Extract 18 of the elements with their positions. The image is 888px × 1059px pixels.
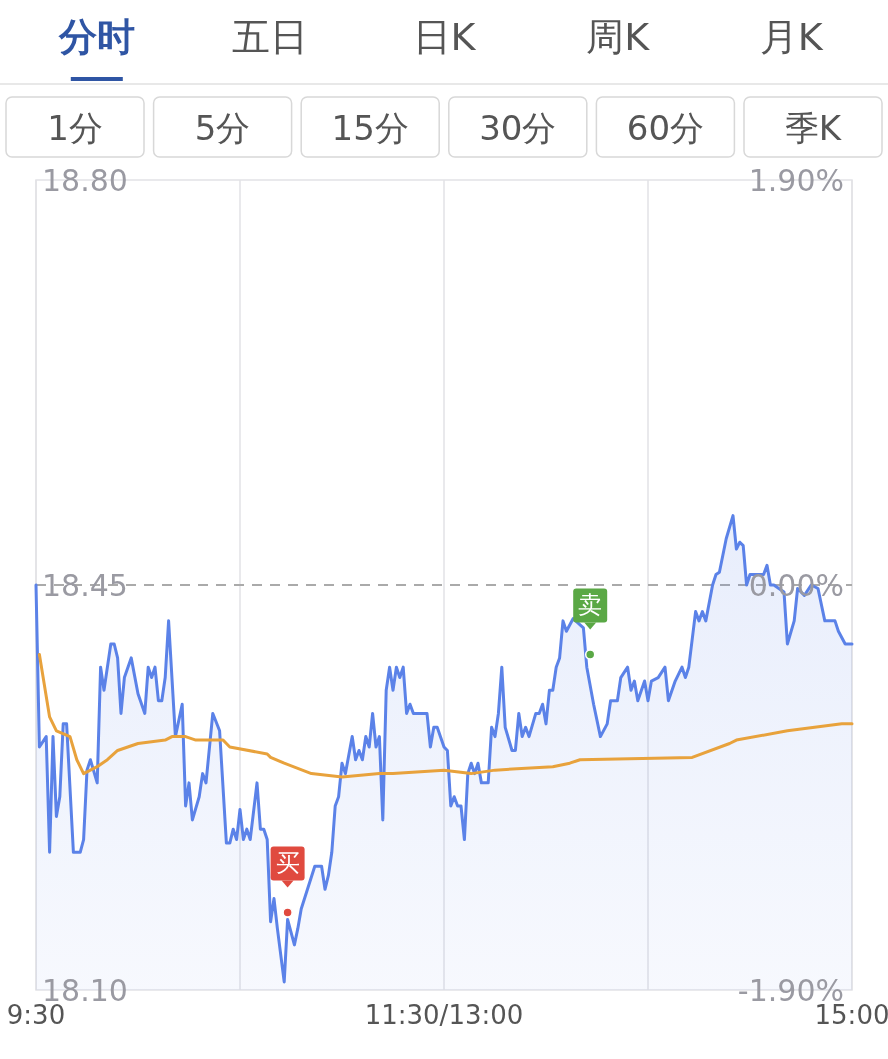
y2-tick-label: 1.90% (748, 162, 844, 198)
data-label: 买 (275, 849, 300, 878)
text: 五日 (232, 15, 309, 59)
text: 30分 (479, 108, 557, 148)
text: 季K (784, 108, 843, 148)
text: 15分 (331, 108, 409, 148)
text: 60分 (626, 108, 705, 148)
text: 分时 (57, 15, 135, 59)
x-tick-label: 11:30/13:00 (364, 1000, 524, 1030)
line-series (37, 652, 854, 779)
data-label: 卖 (578, 591, 603, 620)
text: 5分 (194, 108, 251, 148)
text: 月K (759, 15, 824, 59)
text: 1分 (47, 108, 103, 148)
y-tick-label: 18.45 (42, 567, 128, 603)
y-tick-label: 18.80 (42, 162, 128, 198)
text: 周K (586, 15, 651, 59)
text: 日K (412, 15, 477, 59)
